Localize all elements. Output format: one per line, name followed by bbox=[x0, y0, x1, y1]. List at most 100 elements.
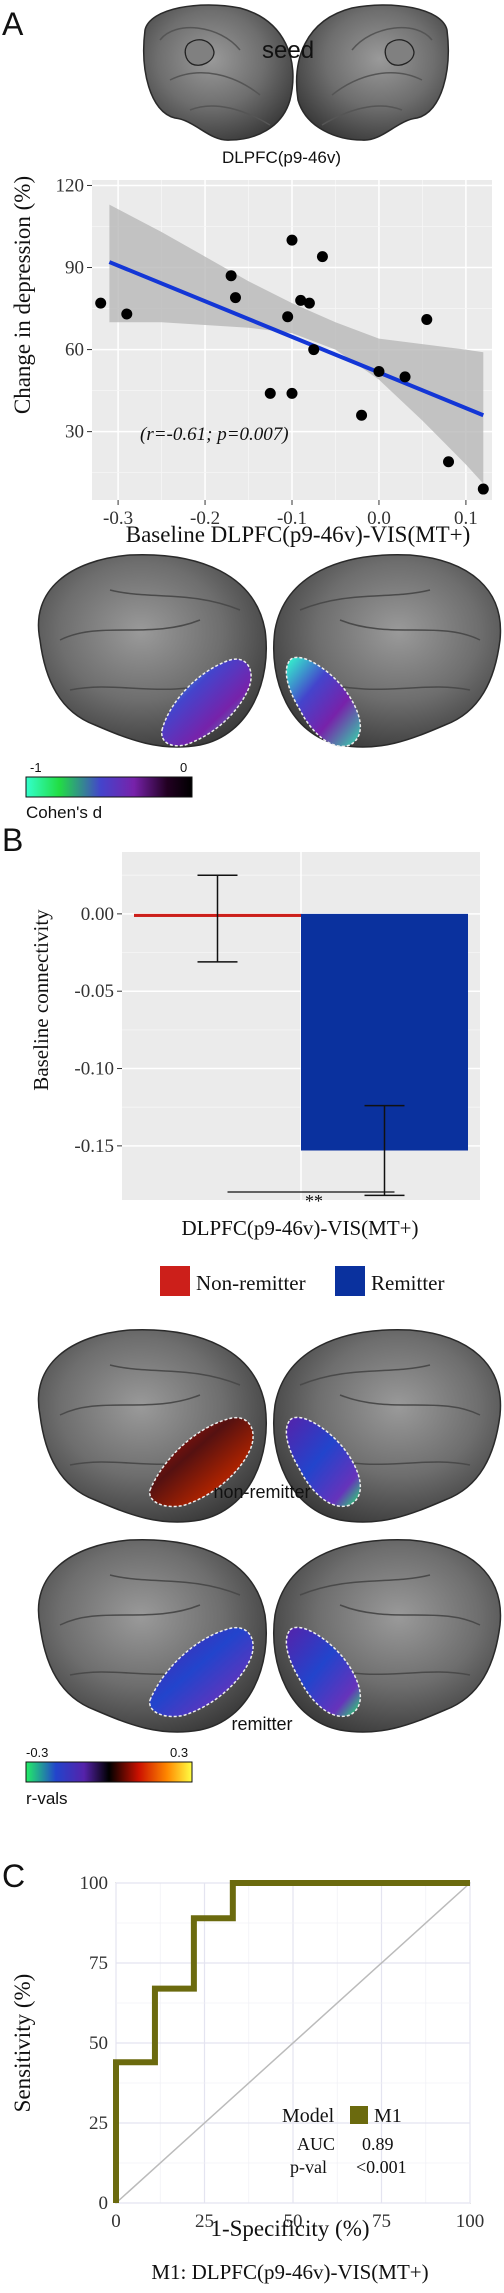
confidence-band bbox=[109, 204, 484, 484]
colorbar-b-label: r-vals bbox=[26, 1789, 68, 1808]
roc-legend: Model M1 AUC 0.89 p-val <0.001 bbox=[282, 2105, 407, 2177]
remitter-caption: remitter bbox=[231, 1714, 292, 1734]
scatter-x-tick-labels: -0.3 -0.2 -0.1 0.0 0.1 bbox=[103, 500, 478, 529]
colorbar-b-max-label: 0.3 bbox=[170, 1745, 188, 1760]
roc-x-tick-labels: 0 25 50 75 100 bbox=[111, 2211, 484, 2232]
roc-legend-swatch bbox=[350, 2106, 368, 2124]
bar-y-tick-labels: 0.00 -0.05 -0.10 -0.15 bbox=[74, 904, 122, 1157]
scatter-y-tick-labels: 30 60 90 120 bbox=[56, 175, 92, 443]
legend-swatch-remitter bbox=[335, 1266, 365, 1296]
roc-legend-title: Model bbox=[282, 2105, 335, 2127]
scatter-point bbox=[229, 292, 241, 304]
seed-brain-right-hemisphere bbox=[295, 4, 449, 141]
scatter-x-axis-label: Baseline DLPFC(p9-46v)-VIS(MT+) bbox=[126, 522, 471, 547]
nonremitter-caption: non-remitter bbox=[213, 1482, 310, 1502]
brain-pair-a bbox=[37, 554, 502, 748]
roc-x-tick-label: 25 bbox=[195, 2211, 214, 2232]
scatter-point bbox=[225, 270, 237, 282]
bar-y-tick-label: -0.05 bbox=[74, 981, 114, 1002]
scatter-point bbox=[303, 297, 315, 309]
scatter-point bbox=[477, 483, 489, 495]
bar-marks bbox=[134, 874, 468, 1197]
scatter-y-tick-label: 90 bbox=[65, 258, 84, 279]
correlation-annotation: (r=-0.61; p=0.007) bbox=[140, 424, 289, 445]
roc-y-tick-label: 50 bbox=[89, 2033, 108, 2054]
scatter-point bbox=[316, 251, 328, 263]
colorbar-a-min-label: -1 bbox=[30, 760, 42, 775]
roc-x-tick-label: 100 bbox=[456, 2211, 485, 2232]
panel-letter-c: C bbox=[2, 1858, 26, 1894]
legend-label-remitter: Remitter bbox=[371, 1271, 444, 1295]
scatter-point bbox=[356, 409, 368, 421]
roc-subtitle: M1: DLPFC(p9-46v)-VIS(MT+) bbox=[151, 2260, 428, 2284]
scatter-point bbox=[95, 297, 107, 309]
seed-caption: DLPFC(p9-46v) bbox=[222, 148, 341, 167]
bar-y-tick-label: -0.10 bbox=[74, 1059, 114, 1080]
legend-swatch-nonremitter bbox=[160, 1266, 190, 1296]
scatter-x-tick-label: -0.3 bbox=[103, 508, 133, 529]
scatter-point bbox=[295, 294, 307, 306]
scatter-y-axis-label: Change in depression (%) bbox=[10, 176, 35, 414]
colorbar-b-min-label: -0.3 bbox=[26, 1745, 48, 1760]
roc-y-tick-label: 25 bbox=[89, 2113, 108, 2134]
scatter-point bbox=[308, 344, 320, 356]
regression-line bbox=[108, 260, 485, 418]
bar-y-tick-label: -0.15 bbox=[74, 1136, 114, 1157]
bar-legend: Non-remitter Remitter bbox=[160, 1266, 444, 1296]
roc-legend-label: M1 bbox=[374, 2105, 402, 2127]
brain-a-right-region bbox=[285, 656, 362, 748]
auc-label: AUC bbox=[297, 2134, 335, 2154]
roc-curve bbox=[113, 1880, 470, 2203]
scatter-y-tick-label: 120 bbox=[56, 175, 85, 196]
brain-a-left-hemisphere bbox=[37, 554, 267, 748]
roc-x-tick-label: 50 bbox=[284, 2211, 303, 2232]
scatter-point bbox=[286, 387, 298, 399]
scatter-point bbox=[286, 234, 298, 246]
scatter-y-tick-label: 30 bbox=[65, 422, 84, 443]
bar-x-axis-label: DLPFC(p9-46v)-VIS(MT+) bbox=[182, 1216, 419, 1240]
brain-a-left-region bbox=[161, 658, 252, 747]
pval-value: <0.001 bbox=[356, 2157, 407, 2177]
colorbar-b bbox=[25, 1761, 193, 1783]
panel-letter-a: A bbox=[2, 6, 24, 42]
seed-region-right bbox=[384, 39, 415, 66]
scatter-x-tick-label: 0.1 bbox=[454, 508, 478, 529]
scatter-points bbox=[95, 234, 489, 495]
scatter-point bbox=[373, 365, 385, 377]
legend-label-nonremitter: Non-remitter bbox=[196, 1271, 306, 1295]
scatter-point bbox=[282, 311, 294, 323]
scatter-point bbox=[264, 387, 276, 399]
bar-y-axis-label: Baseline connectivity bbox=[29, 909, 53, 1091]
seed-brain bbox=[143, 4, 449, 141]
scatter-y-tick-label: 60 bbox=[65, 340, 84, 361]
scatter-x-tick-label: -0.2 bbox=[190, 508, 220, 529]
roc-x-tick-label: 75 bbox=[372, 2211, 391, 2232]
scatter-plot: -0.3 -0.2 -0.1 0.0 0.1 30 60 90 120 (r=-0.61; p… bbox=[10, 175, 492, 547]
colorbar-a bbox=[25, 776, 193, 798]
roc-x-axis-label: 1-Specificity (%) bbox=[210, 2216, 369, 2241]
roc-y-tick-label: 100 bbox=[80, 1873, 109, 1894]
scatter-x-tick-label: -0.1 bbox=[277, 508, 307, 529]
bar-chart: 0.00 -0.05 -0.10 -0.15 DLPFC(p9-46v)-VIS(MT… bbox=[29, 852, 480, 1240]
roc-y-axis-label: Sensitivity (%) bbox=[10, 1974, 35, 2113]
auc-value: 0.89 bbox=[362, 2134, 394, 2154]
panel-letter-b: B bbox=[2, 822, 24, 858]
roc-chart: 0 25 50 75 100 0 25 50 75 100 Sensitivity (%) 1-… bbox=[10, 1873, 484, 2284]
brain-pair-nonremitter bbox=[37, 1329, 502, 1523]
roc-y-tick-label: 0 bbox=[99, 2193, 109, 2214]
roc-chance-line bbox=[115, 1882, 471, 2204]
colorbar-a-max-label: 0 bbox=[180, 760, 187, 775]
roc-x-tick-label: 0 bbox=[111, 2211, 121, 2232]
seed-region-left bbox=[184, 39, 215, 66]
colorbar-a-label: Cohen's d bbox=[26, 803, 102, 822]
significance-marker: ** bbox=[305, 1191, 323, 1211]
brain-pair-remitter bbox=[37, 1539, 502, 1733]
roc-y-tick-label: 75 bbox=[89, 1953, 108, 1974]
scatter-x-tick-label: 0.0 bbox=[367, 508, 391, 529]
seed-brain-left-hemisphere bbox=[143, 4, 294, 141]
seed-label: seed bbox=[262, 37, 314, 64]
scatter-point bbox=[121, 308, 133, 320]
scatter-point bbox=[399, 371, 411, 383]
scatter-point bbox=[443, 456, 455, 468]
